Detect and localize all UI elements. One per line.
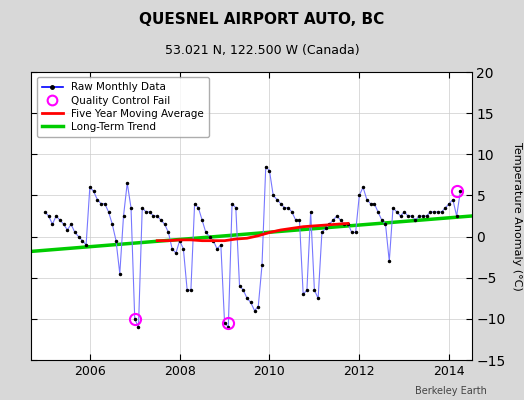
Y-axis label: Temperature Anomaly (°C): Temperature Anomaly (°C)	[512, 142, 522, 290]
Text: 53.021 N, 122.500 W (Canada): 53.021 N, 122.500 W (Canada)	[165, 44, 359, 57]
Text: Berkeley Earth: Berkeley Earth	[416, 386, 487, 396]
Legend: Raw Monthly Data, Quality Control Fail, Five Year Moving Average, Long-Term Tren: Raw Monthly Data, Quality Control Fail, …	[37, 77, 209, 137]
Text: QUESNEL AIRPORT AUTO, BC: QUESNEL AIRPORT AUTO, BC	[139, 12, 385, 27]
